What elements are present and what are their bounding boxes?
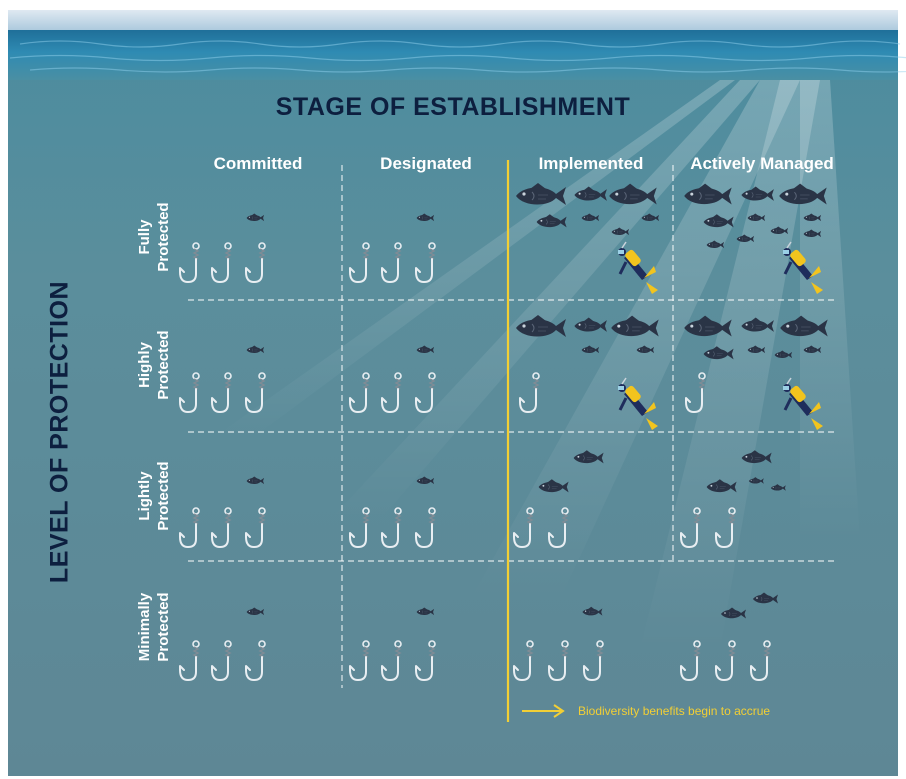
fishing-hook-icon (211, 372, 232, 413)
fish-icon (741, 450, 772, 464)
arrow-right-icon (522, 704, 565, 718)
fishing-hook-icon (349, 372, 370, 413)
column-header-implemented: Implemented (538, 154, 644, 173)
fish-icon (582, 606, 603, 616)
fishing-hook-icon (415, 372, 436, 413)
fishing-hook-icon (548, 640, 569, 681)
fishing-hook-icon (685, 372, 706, 413)
fishing-hook-icon (513, 507, 534, 548)
fishing-hook-icon (211, 640, 232, 681)
fishing-hook-icon (349, 242, 370, 283)
fishing-hook-icon (583, 640, 604, 681)
fish-icon (574, 317, 607, 332)
legend: Biodiversity benefits begin to accrue (520, 700, 770, 722)
fishing-hook-icon (179, 640, 200, 681)
fish-icon (581, 213, 600, 222)
fish-icon (574, 186, 607, 201)
fish-icon (741, 186, 774, 201)
fishing-hook-icon (245, 640, 266, 681)
fish-icon (416, 213, 435, 222)
fishing-hook-icon (245, 507, 266, 548)
fish-icon (780, 315, 828, 337)
column-header-actively-managed: Actively Managed (690, 154, 834, 173)
fishing-hook-icon (680, 507, 701, 548)
legend-label: Biodiversity benefits begin to accrue (578, 704, 771, 718)
fish-icon (753, 592, 778, 604)
fish-icon (803, 229, 822, 238)
fishing-hook-icon (519, 372, 540, 413)
fish-icon (706, 240, 725, 249)
fish-icon (641, 213, 660, 222)
fish-icon (736, 234, 755, 243)
fishing-hook-icon (750, 640, 771, 681)
fish-icon (516, 315, 566, 337)
fish-icon (581, 345, 600, 354)
scuba-diver-icon (618, 377, 658, 430)
fishing-hook-icon (179, 372, 200, 413)
fish-icon (684, 315, 732, 337)
fish-icon (246, 345, 265, 354)
fishing-hook-icon (245, 242, 266, 283)
diagram-title: STAGE OF ESTABLISHMENT (275, 93, 631, 121)
fish-icon (803, 345, 822, 354)
fish-icon (747, 213, 766, 222)
column-header-committed: Committed (213, 154, 303, 173)
fish-icon (747, 345, 766, 354)
fish-icon (774, 350, 793, 359)
fishing-hook-icon (715, 640, 736, 681)
fish-icon (246, 213, 265, 222)
fish-icon (770, 226, 789, 235)
scuba-diver-icon (783, 377, 823, 430)
fish-icon (703, 214, 734, 228)
fish-icon (779, 183, 827, 205)
fishing-hook-icon (211, 507, 232, 548)
fishing-hook-icon (179, 242, 200, 283)
fish-icon (538, 479, 569, 493)
column-header-designated: Designated (380, 154, 472, 173)
fishing-hook-icon (245, 372, 266, 413)
fish-icon (684, 183, 732, 205)
fishing-hook-icon (381, 640, 402, 681)
fish-icon (611, 227, 630, 236)
fish-icon (611, 315, 659, 337)
fishing-hook-icon (349, 507, 370, 548)
fish-icon (748, 477, 764, 484)
fish-icon (703, 346, 734, 360)
fish-icon (536, 214, 567, 228)
fishing-hook-icon (381, 507, 402, 548)
fish-icon (609, 183, 657, 205)
fishing-hook-icon (381, 372, 402, 413)
fish-icon (770, 484, 786, 491)
scuba-diver-icon (618, 241, 658, 294)
fish-icon (416, 607, 435, 616)
fish-icon (636, 345, 655, 354)
fish-icon (741, 317, 774, 332)
fishing-hook-icon (179, 507, 200, 548)
fishing-hook-icon (680, 640, 701, 681)
fishing-hook-icon (415, 507, 436, 548)
fish-icon (246, 476, 265, 485)
fishing-hook-icon (513, 640, 534, 681)
fishing-hook-icon (415, 640, 436, 681)
fishing-hook-icon (381, 242, 402, 283)
fish-icon (721, 607, 746, 619)
scuba-diver-icon (783, 241, 823, 294)
fish-icon (246, 607, 265, 616)
fish-icon (416, 476, 435, 485)
fish-icon (516, 183, 566, 205)
fishing-hook-icon (715, 507, 736, 548)
fish-icon (416, 345, 435, 354)
fish-icon (706, 479, 737, 493)
fishing-hook-icon (349, 640, 370, 681)
fish-icon (573, 450, 604, 464)
fish-icon (803, 213, 822, 222)
fishing-hook-icon (415, 242, 436, 283)
fishing-hook-icon (211, 242, 232, 283)
fishing-hook-icon (548, 507, 569, 548)
